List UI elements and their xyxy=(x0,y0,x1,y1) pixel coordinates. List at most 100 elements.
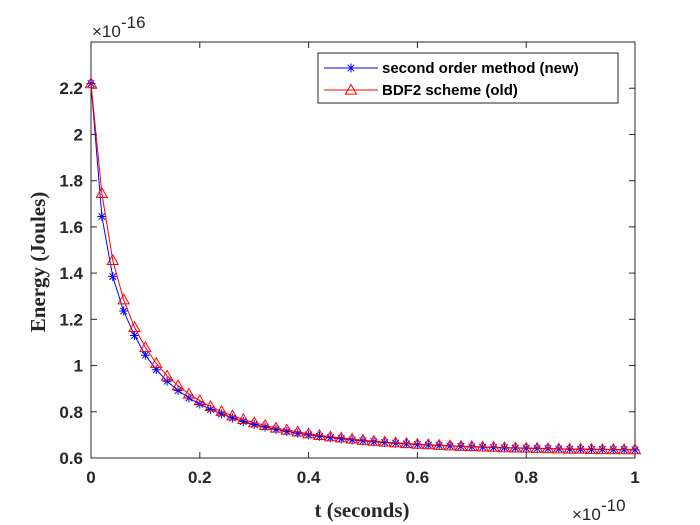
data-point-old xyxy=(139,341,152,353)
data-point-new xyxy=(260,422,270,432)
data-point-old xyxy=(95,186,109,199)
data-point-old xyxy=(323,430,337,442)
plot-area: 0 0.2 0.4 0.6 0.8 1 0.6 0.8 1 1.2 1.4 1.6 1.8 2 2.2 xyxy=(59,41,642,487)
data-point-old xyxy=(302,427,315,439)
y-tick-label: 0.8 xyxy=(59,403,83,422)
data-point-old xyxy=(552,442,566,454)
data-point-old xyxy=(498,441,511,453)
x-tick-label: 0.6 xyxy=(406,468,430,487)
marker-stroke xyxy=(98,212,106,221)
legend-marker-new xyxy=(346,63,356,73)
x-tick-label: 0.8 xyxy=(514,468,538,487)
y-tick-label: 1.4 xyxy=(59,264,83,283)
data-point-old xyxy=(465,439,479,452)
marker-stroke xyxy=(347,64,355,72)
data-point-old xyxy=(443,439,457,451)
data-point-old xyxy=(291,425,305,437)
data-point-old xyxy=(400,436,413,449)
data-point-old xyxy=(628,443,642,455)
y-tick-label: 2 xyxy=(74,125,83,144)
data-point-old xyxy=(84,77,98,89)
data-point-new xyxy=(119,306,129,316)
legend: second order method (new) BDF2 scheme (o… xyxy=(317,52,619,104)
data-point-old xyxy=(454,439,468,451)
data-point-old xyxy=(226,409,239,421)
data-point-old xyxy=(149,356,163,368)
data-point-old xyxy=(160,369,174,381)
data-point-old xyxy=(585,442,598,454)
legend-label-old: BDF2 scheme (old) xyxy=(382,82,518,99)
data-point-old xyxy=(530,441,544,453)
y-tick-label: 1 xyxy=(74,357,83,376)
data-point-old xyxy=(432,438,446,450)
legend-marker-old xyxy=(344,83,358,95)
data-point-old xyxy=(258,418,272,431)
y-tick-label: 2.2 xyxy=(59,79,83,98)
marker-stroke xyxy=(174,386,182,395)
data-point-old xyxy=(117,293,131,305)
data-point-old xyxy=(193,394,207,406)
data-point-new xyxy=(173,386,183,396)
data-point-old xyxy=(541,442,555,454)
legend-marker-shape-new xyxy=(346,63,356,73)
marker-stroke xyxy=(130,331,139,340)
data-point-old xyxy=(334,431,348,443)
data-point-old xyxy=(595,442,609,455)
x-tick-label: 1 xyxy=(630,468,639,487)
data-point-old xyxy=(128,320,141,333)
data-point-old xyxy=(389,436,403,448)
data-point-old xyxy=(487,440,500,452)
legend-box xyxy=(317,52,619,104)
data-point-old xyxy=(204,399,218,412)
data-point-old xyxy=(106,253,120,266)
data-point-old xyxy=(236,412,250,425)
data-point-new xyxy=(162,376,172,386)
data-point-old xyxy=(247,416,261,428)
marker-stroke xyxy=(163,377,171,385)
data-point-old xyxy=(508,441,522,453)
x-multiplier-exponent: -10 xyxy=(601,496,626,515)
marker-stroke xyxy=(109,272,117,281)
data-point-old xyxy=(280,423,294,435)
data-point-old xyxy=(182,387,196,399)
marker-stroke xyxy=(141,351,150,359)
data-point-old xyxy=(617,443,631,455)
data-point-old xyxy=(215,405,228,417)
data-point-new xyxy=(140,350,150,360)
data-point-new xyxy=(97,211,107,221)
data-point-old xyxy=(476,440,490,452)
data-point-old xyxy=(519,441,533,453)
data-point-old xyxy=(345,432,359,444)
data-point-new xyxy=(130,331,140,341)
data-point-old xyxy=(378,435,392,447)
data-point-old xyxy=(356,433,370,445)
axes-box xyxy=(90,41,636,459)
y-multiplier-label: ×10 xyxy=(92,22,121,41)
y-tick-label: 1.2 xyxy=(59,310,83,329)
data-point-new xyxy=(108,272,118,282)
data-point-old xyxy=(606,442,620,455)
x-axis-label: t (seconds) xyxy=(314,498,409,522)
data-point-old xyxy=(367,434,381,446)
x-tick-label: 0 xyxy=(86,468,95,487)
y-tick-label: 0.6 xyxy=(59,449,83,468)
x-tick-label: 0.4 xyxy=(297,468,321,487)
data-point-old xyxy=(171,379,185,391)
y-multiplier-exponent: -16 xyxy=(121,13,146,32)
data-point-old xyxy=(574,442,587,454)
x-multiplier-label: ×10 xyxy=(572,505,601,524)
legend-marker-shape-old xyxy=(344,83,358,95)
data-point-old xyxy=(411,437,424,449)
marker-stroke xyxy=(119,307,128,315)
y-axis-label: Energy (Joules) xyxy=(26,192,50,333)
x-tick-label: 0.2 xyxy=(188,468,212,487)
data-point-old xyxy=(313,428,326,440)
data-point-old xyxy=(269,421,283,433)
y-tick-label: 1.8 xyxy=(59,172,83,191)
legend-label-new: second order method (new) xyxy=(382,60,579,77)
data-point-old xyxy=(563,442,577,454)
series-markers-old xyxy=(84,77,642,455)
data-point-old xyxy=(421,438,435,450)
y-tick-label: 1.6 xyxy=(59,218,83,237)
